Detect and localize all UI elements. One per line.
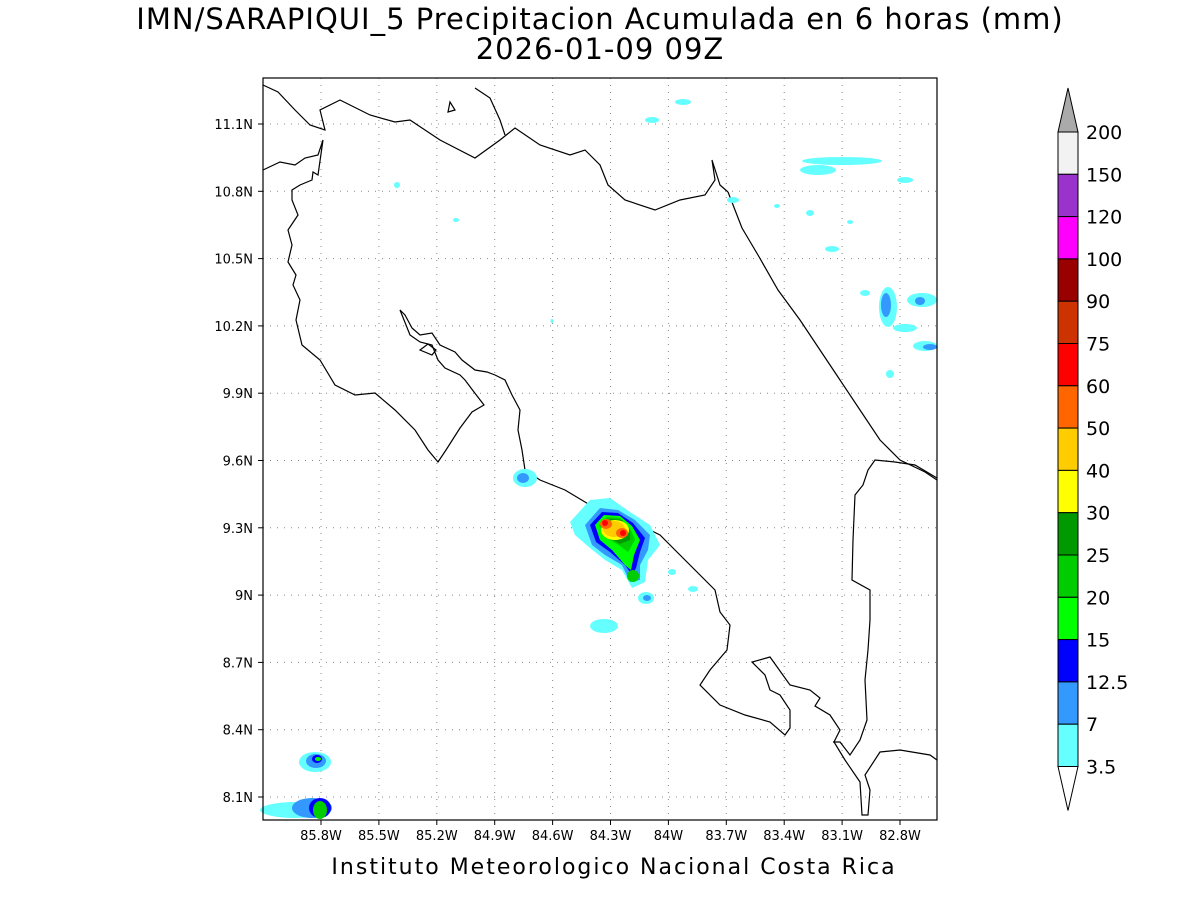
lat-tick-label: 8.1N bbox=[223, 791, 253, 806]
colorbar-label: 75 bbox=[1086, 334, 1110, 356]
lon-tick-label: 85.5W bbox=[358, 829, 400, 844]
map-title: IMN/SARAPIQUI_5 Precipitacion Acumulada … bbox=[136, 2, 1064, 36]
colorbar-label: 100 bbox=[1086, 249, 1122, 271]
lat-tick-label: 9N bbox=[235, 589, 253, 604]
lon-tick-label: 84.3W bbox=[590, 829, 632, 844]
nicaragua-pacific-coast bbox=[262, 84, 729, 211]
colorbar-label: 150 bbox=[1086, 164, 1122, 186]
colorbar-label: 30 bbox=[1086, 503, 1110, 525]
precipitation-fields bbox=[260, 99, 937, 819]
lat-tick-label: 10.2N bbox=[214, 320, 253, 335]
lat-tick-label: 11.1N bbox=[214, 118, 253, 133]
map-grid bbox=[263, 78, 937, 820]
colorbar-swatch bbox=[1057, 216, 1079, 260]
lon-tick-label: 83.1W bbox=[821, 829, 863, 844]
lon-tick-label: 83.7W bbox=[705, 829, 747, 844]
colorbar-label: 50 bbox=[1086, 418, 1110, 440]
map-frame bbox=[262, 77, 938, 821]
lat-tick-label: 9.3N bbox=[223, 522, 253, 537]
nicaragua-caribbean-coast bbox=[474, 87, 506, 136]
caribbean-coast bbox=[727, 191, 938, 481]
lon-tick-label: 83.4W bbox=[763, 829, 805, 844]
lat-tick-label: 9.9N bbox=[223, 387, 253, 402]
footer-institution: Instituto Meteorologico Nacional Costa R… bbox=[331, 855, 897, 880]
colorbar-swatch bbox=[1057, 512, 1079, 556]
colorbar-swatch bbox=[1057, 554, 1079, 598]
colorbar-label: 15 bbox=[1086, 630, 1110, 652]
colorbar-swatch bbox=[1057, 385, 1079, 429]
colorbar-label: 25 bbox=[1086, 545, 1110, 567]
colorbar-swatch bbox=[1057, 343, 1079, 387]
colorbar-swatch bbox=[1057, 131, 1079, 175]
colorbar-label: 20 bbox=[1086, 587, 1110, 609]
colorbar-swatch bbox=[1057, 173, 1079, 218]
coastline bbox=[262, 84, 938, 816]
lon-tick-label: 85.2W bbox=[416, 829, 458, 844]
lon-tick-label: 84.6W bbox=[532, 829, 574, 844]
lat-tick-label: 9.6N bbox=[223, 455, 253, 470]
colorbar-label: 60 bbox=[1086, 376, 1110, 398]
colorbar-label: 40 bbox=[1086, 460, 1110, 482]
colorbar-swatch bbox=[1057, 596, 1079, 641]
lat-tick-label: 8.4N bbox=[223, 724, 253, 739]
colorbar-label: 7 bbox=[1086, 714, 1098, 736]
lake-shore bbox=[447, 100, 456, 113]
latitude-axis: 11.1N 10.8N 10.5N 10.2N 9.9N 9.6N 9.3N 9N 8.7N 8.… bbox=[214, 118, 263, 806]
colorbar-swatch bbox=[1057, 258, 1079, 302]
colorbar-label: 12.5 bbox=[1086, 672, 1128, 694]
nicoya-coast bbox=[262, 139, 938, 816]
colorbar-swatch bbox=[1057, 300, 1079, 345]
colorbar-label: 3.5 bbox=[1086, 757, 1116, 779]
lat-tick-label: 8.7N bbox=[223, 656, 253, 671]
lon-tick-label: 84W bbox=[654, 829, 684, 844]
colorbar: 200 150 120 100 90 75 60 50 40 30 25 20 15 12.5 7 3.5 bbox=[1057, 87, 1128, 811]
colorbar-top-arrow bbox=[1057, 87, 1079, 133]
longitude-axis: 85.8W 85.5W 85.2W 84.9W 84.6W 84.3W 84W 83.7W 83… bbox=[300, 820, 921, 844]
colorbar-label: 200 bbox=[1086, 122, 1122, 144]
colorbar-label: 90 bbox=[1086, 291, 1110, 313]
map-subtitle-date: 2026-01-09 09Z bbox=[475, 32, 725, 66]
colorbar-swatch bbox=[1057, 681, 1079, 725]
colorbar-label: 120 bbox=[1086, 207, 1122, 229]
lat-tick-label: 10.8N bbox=[214, 185, 253, 200]
panama-border bbox=[833, 459, 938, 757]
colorbar-swatch bbox=[1057, 469, 1079, 514]
lon-tick-label: 82.8W bbox=[879, 829, 921, 844]
colorbar-swatch bbox=[1057, 427, 1079, 471]
lat-tick-label: 10.5N bbox=[214, 253, 253, 268]
lon-tick-label: 84.9W bbox=[474, 829, 516, 844]
lon-tick-label: 85.8W bbox=[300, 829, 342, 844]
colorbar-swatch bbox=[1057, 639, 1079, 683]
colorbar-swatch bbox=[1057, 723, 1079, 768]
gulf-of-nicoya-island bbox=[418, 343, 437, 356]
colorbar-bottom-arrow bbox=[1057, 766, 1079, 811]
